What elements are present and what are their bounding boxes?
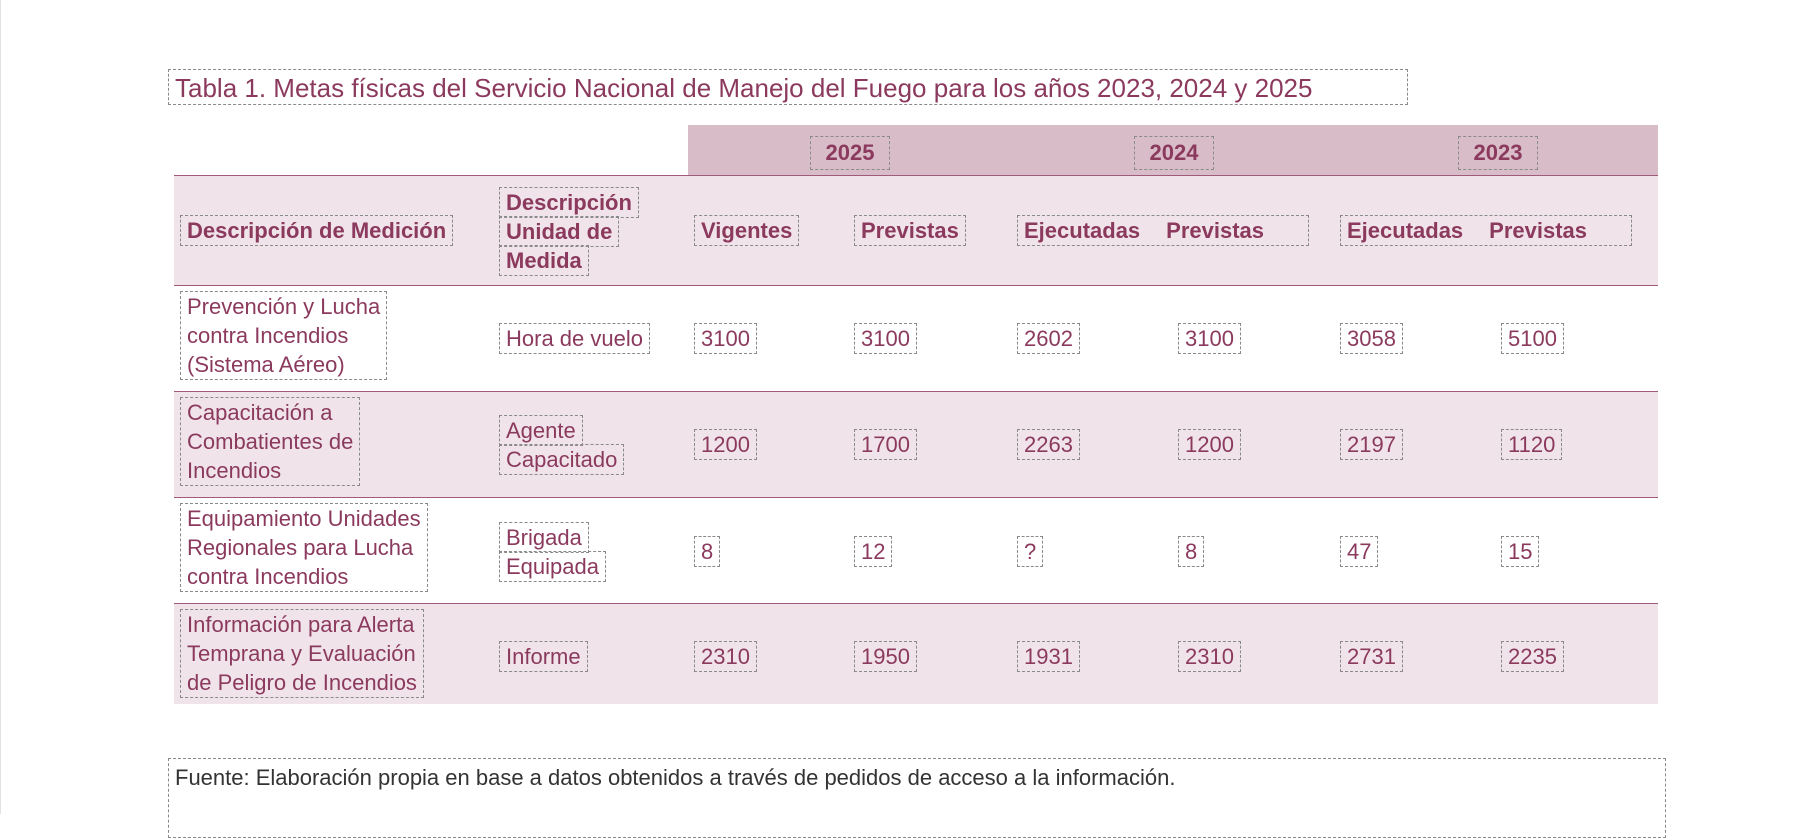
row-1-medicion-line: Prevención y Lucha bbox=[187, 294, 381, 319]
year-2025: 2025 bbox=[810, 136, 890, 170]
row-4-medicion-line: Información para Alerta bbox=[187, 612, 415, 637]
table-title: Tabla 1. Metas físicas del Servicio Naci… bbox=[168, 69, 1408, 105]
row-3-medicion-line: Regionales para Lucha bbox=[187, 535, 414, 560]
row-4-2025-vigentes: 2310 bbox=[694, 641, 757, 672]
row-1-medicion: Prevención y Lucha contra Incendios (Sis… bbox=[180, 291, 388, 380]
row-1-2024-previstas: 3100 bbox=[1178, 323, 1241, 354]
row-2-medicion-line: Capacitación a bbox=[187, 400, 333, 425]
row-2-2025-previstas: 1700 bbox=[854, 429, 917, 460]
row-3-medicion-line: contra Incendios bbox=[187, 564, 349, 589]
row-1-2023-previstas: 5100 bbox=[1501, 323, 1564, 354]
metas-table: 2025 2024 2023 Descripción de Medición D… bbox=[174, 125, 1658, 705]
source-note: Fuente: Elaboración propia en base a dat… bbox=[168, 758, 1666, 838]
header-rule bbox=[174, 175, 1658, 176]
row-2-2023-previstas: 1120 bbox=[1501, 429, 1563, 460]
row-4-medicion: Información para Alerta Temprana y Evalu… bbox=[180, 609, 424, 698]
row-1-medicion-line: contra Incendios bbox=[187, 323, 349, 348]
row-4-2024-ejecutadas: 1931 bbox=[1017, 641, 1080, 672]
row-1-unidad: Hora de vuelo bbox=[499, 323, 650, 354]
header-2023-previstas: Previstas bbox=[1489, 218, 1588, 243]
header-2024-group: Ejecutadas Previstas bbox=[1017, 215, 1309, 246]
row-rule bbox=[174, 285, 1658, 286]
row-3-unidad-line-2: Equipada bbox=[499, 551, 606, 582]
row-2-medicion-line: Incendios bbox=[187, 458, 282, 483]
row-3-medicion: Equipamiento Unidades Regionales para Lu… bbox=[180, 503, 428, 592]
row-4-unidad: Informe bbox=[499, 641, 588, 672]
row-1-2025-previstas: 3100 bbox=[854, 323, 917, 354]
header-unidad-line-2: Unidad de bbox=[499, 216, 620, 247]
row-3-2023-ejecutadas: 47 bbox=[1340, 536, 1379, 567]
row-4-2025-previstas: 1950 bbox=[854, 641, 917, 672]
row-1-2024-ejecutadas: 2602 bbox=[1017, 323, 1080, 354]
row-1-2023-ejecutadas: 3058 bbox=[1340, 323, 1403, 354]
page-edge bbox=[0, 0, 1, 814]
row-2-2025-vigentes: 1200 bbox=[694, 429, 757, 460]
header-unidad-line-3: Medida bbox=[499, 245, 589, 276]
row-rule bbox=[174, 603, 1658, 604]
row-3-unidad-line-1: Brigada bbox=[499, 522, 589, 553]
row-2-2024-ejecutadas: 2263 bbox=[1017, 429, 1080, 460]
row-4-2023-ejecutadas: 2731 bbox=[1340, 641, 1403, 672]
year-header-band bbox=[688, 125, 1658, 175]
row-3-2025-previstas: 12 bbox=[854, 536, 893, 567]
header-descripcion-medicion: Descripción de Medición bbox=[180, 215, 454, 246]
header-2024-ejecutadas: Ejecutadas bbox=[1024, 218, 1141, 243]
header-2025-vigentes: Vigentes bbox=[694, 215, 800, 246]
row-3-2024-ejecutadas: ? bbox=[1017, 536, 1044, 567]
header-2023-ejecutadas: Ejecutadas bbox=[1347, 218, 1464, 243]
year-2024: 2024 bbox=[1134, 136, 1214, 170]
row-2-unidad-line-1: Agente bbox=[499, 415, 583, 446]
header-unidad-line-1: Descripción bbox=[499, 187, 639, 218]
header-2025-previstas: Previstas bbox=[854, 215, 966, 246]
row-4-medicion-line: Temprana y Evaluación bbox=[187, 641, 416, 666]
row-1-medicion-line: (Sistema Aéreo) bbox=[187, 352, 345, 377]
row-rule bbox=[174, 497, 1658, 498]
row-3-2023-previstas: 15 bbox=[1501, 536, 1540, 567]
row-3-medicion-line: Equipamiento Unidades bbox=[187, 506, 421, 531]
row-2-medicion-line: Combatientes de bbox=[187, 429, 354, 454]
year-2023: 2023 bbox=[1458, 136, 1538, 170]
row-2-medicion: Capacitación a Combatientes de Incendios bbox=[180, 397, 361, 486]
row-2-2023-ejecutadas: 2197 bbox=[1340, 429, 1403, 460]
row-rule bbox=[174, 391, 1658, 392]
row-3-2025-vigentes: 8 bbox=[694, 536, 721, 567]
row-2-2024-previstas: 1200 bbox=[1178, 429, 1241, 460]
row-2-unidad-line-2: Capacitado bbox=[499, 444, 625, 475]
row-3-2024-previstas: 8 bbox=[1178, 536, 1205, 567]
header-2024-previstas: Previstas bbox=[1166, 218, 1265, 243]
row-4-2024-previstas: 2310 bbox=[1178, 641, 1241, 672]
row-4-2023-previstas: 2235 bbox=[1501, 641, 1564, 672]
header-2023-group: Ejecutadas Previstas bbox=[1340, 215, 1632, 246]
row-4-medicion-line: de Peligro de Incendios bbox=[187, 670, 417, 695]
row-1-2025-vigentes: 3100 bbox=[694, 323, 757, 354]
column-header-band bbox=[174, 176, 1658, 285]
